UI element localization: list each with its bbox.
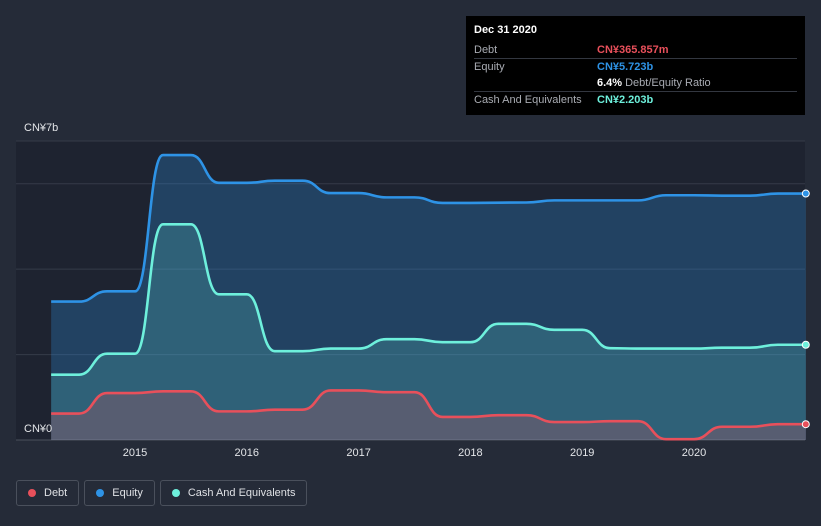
cash-line (51, 222, 806, 376)
equity-line (51, 153, 806, 303)
legend-item-equity[interactable]: Equity (84, 480, 155, 506)
legend-item-debt[interactable]: Debt (16, 480, 80, 506)
x-tick-label: 2019 (570, 447, 594, 459)
legend-label: Debt (44, 487, 68, 499)
legend-label: Equity (112, 487, 143, 499)
tooltip-value: CN¥5.723b (597, 61, 654, 73)
legend-label: Cash And Equivalents (187, 487, 296, 499)
cash-end-point (801, 340, 810, 349)
x-tick-label: 2018 (458, 447, 482, 459)
legend: Debt Equity Cash And Equivalents (16, 480, 308, 506)
tooltip-ratio-value: 6.4% (597, 77, 623, 89)
tooltip-value: CN¥2.203b (597, 94, 654, 106)
tooltip-row-equity: Equity CN¥5.723b (474, 59, 797, 75)
tooltip-panel: Dec 31 2020 Debt CN¥365.857m Equity CN¥5… (466, 16, 805, 115)
tooltip-value: CN¥365.857m (597, 44, 669, 56)
legend-item-cash[interactable]: Cash And Equivalents (159, 480, 308, 506)
tooltip-row-debt: Debt CN¥365.857m (474, 42, 797, 59)
tooltip-label: Cash And Equivalents (474, 94, 582, 106)
debt-line (51, 389, 806, 441)
tooltip-row-ratio: 6.4% Debt/Equity Ratio (474, 75, 797, 92)
tooltip-row-cash: Cash And Equivalents CN¥2.203b (474, 92, 797, 108)
y-tick-label: CN¥7b (24, 122, 58, 134)
x-tick-label: 2020 (682, 447, 706, 459)
tooltip-label: Equity (474, 61, 505, 73)
debt-area (51, 390, 806, 440)
x-tick-label: 2015 (123, 447, 147, 459)
equity-dot-icon (96, 489, 105, 497)
tooltip-date: Dec 31 2020 (474, 24, 537, 36)
debt-end-point (801, 420, 810, 429)
cash-area (51, 224, 806, 440)
equity-area (51, 155, 806, 440)
debt-dot-icon (28, 489, 36, 497)
tooltip-label: Debt (474, 44, 498, 56)
y-tick-label: CN¥0 (24, 423, 52, 435)
x-tick-label: 2017 (346, 447, 370, 459)
tooltip-ratio-label: Debt/Equity Ratio (625, 77, 711, 89)
x-tick-label: 2016 (235, 447, 259, 459)
plot-area (16, 141, 805, 440)
cash-dot-icon (171, 489, 180, 497)
equity-end-point (801, 189, 810, 198)
